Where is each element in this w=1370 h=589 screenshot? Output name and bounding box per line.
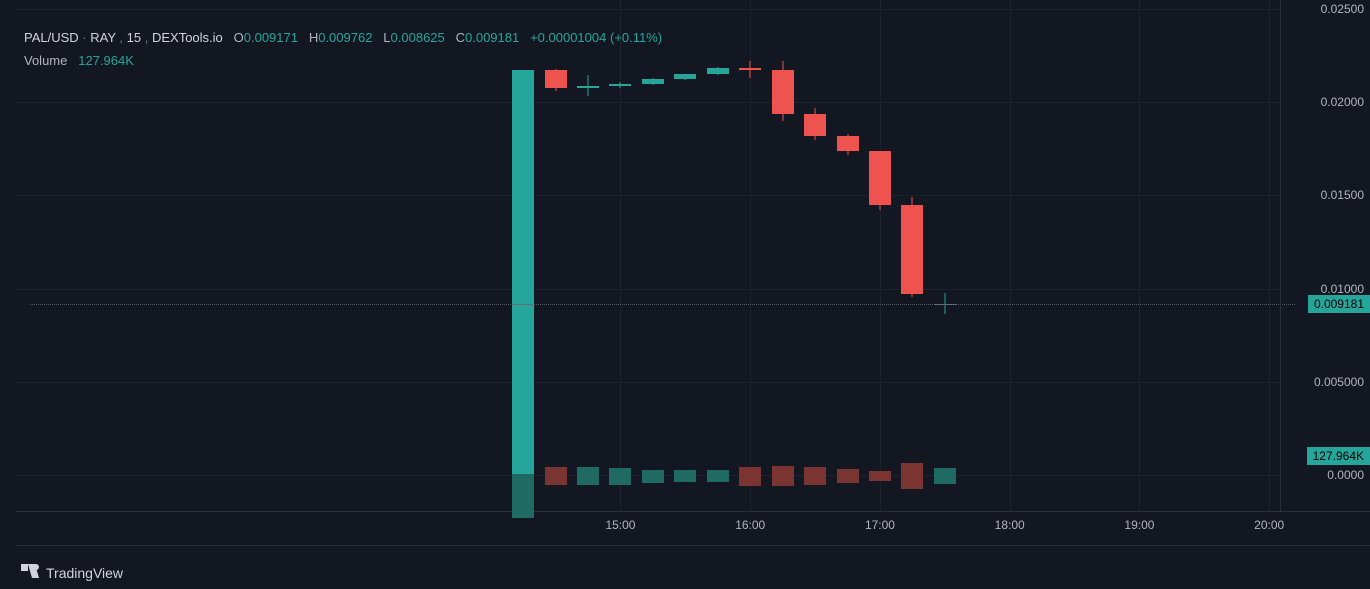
legend-c-value: 0.009181 (465, 30, 519, 45)
candle[interactable] (934, 0, 956, 512)
candle[interactable] (707, 0, 729, 512)
legend-volume-value: 127.964K (78, 53, 134, 68)
candle[interactable] (739, 0, 761, 512)
legend-source: DEXTools.io (152, 30, 223, 45)
legend-c-label: C (456, 30, 465, 45)
legend-exchange: RAY (90, 30, 116, 45)
time-tick-label: 16:00 (735, 518, 765, 532)
price-tick-label: 0.01500 (1321, 188, 1364, 202)
candle[interactable] (772, 0, 794, 512)
candle-body (804, 114, 826, 136)
candle-body (901, 205, 923, 294)
candle-body (545, 70, 567, 89)
time-axis[interactable]: 15:0016:0017:0018:0019:0020:00 (15, 512, 1280, 545)
legend-o-value: 0.009171 (244, 30, 298, 45)
current-price-badge: 0.009181 (1308, 295, 1370, 313)
legend-symbol[interactable]: PAL/USD (24, 30, 79, 45)
price-tick-label: 0.02500 (1321, 2, 1364, 16)
legend-volume-label: Volume (24, 53, 67, 68)
candle-body (739, 68, 761, 70)
tradingview-logo-icon (20, 564, 40, 581)
candle-body (642, 79, 664, 84)
legend-change-pct: (+0.11%) (610, 30, 662, 45)
candle-body (609, 84, 631, 86)
legend-o-label: O (234, 30, 244, 45)
candle[interactable] (642, 0, 664, 512)
candle-body (577, 86, 599, 89)
legend-l-value: 0.008625 (391, 30, 445, 45)
price-tick-label: 0.005000 (1314, 375, 1364, 389)
legend-l-label: L (383, 30, 390, 45)
price-tick-label: 0.02000 (1321, 95, 1364, 109)
candle[interactable] (609, 0, 631, 512)
candle[interactable] (545, 0, 567, 512)
time-tick-label: 20:00 (1254, 518, 1284, 532)
chart-legend: PAL/USD · RAY , 15 , DEXTools.io O0.0091… (24, 28, 662, 72)
candle-body (837, 136, 859, 151)
candle-body (772, 70, 794, 114)
tradingview-logo-text: TradingView (46, 565, 123, 581)
candle-body (674, 74, 696, 79)
tradingview-attribution[interactable]: TradingView (20, 564, 123, 581)
price-tick-label: 0.01000 (1321, 282, 1364, 296)
chart-container: 0.02500 0.02000 0.01500 0.01000 0.005000 0.00… (0, 0, 1370, 589)
candle[interactable] (869, 0, 891, 512)
price-tick-label: 0.0000 (1327, 468, 1364, 482)
price-crosshair-line (30, 304, 1295, 305)
time-tick-label: 18:00 (995, 518, 1025, 532)
legend-change: +0.00001004 (530, 30, 606, 45)
footer-divider (15, 545, 1370, 546)
volume-badge: 127.964K (1307, 447, 1370, 465)
candle[interactable] (901, 0, 923, 512)
candle-body (707, 68, 729, 75)
candle[interactable] (804, 0, 826, 512)
candle-body (512, 70, 534, 474)
candle[interactable] (512, 0, 534, 512)
time-tick-label: 17:00 (865, 518, 895, 532)
volume-badge-value: 127.964K (1313, 449, 1364, 463)
price-scale[interactable]: 0.02500 0.02000 0.01500 0.01000 0.005000 0.00… (1280, 0, 1370, 512)
current-price-value: 0.009181 (1314, 297, 1364, 311)
legend-h-label: H (309, 30, 318, 45)
legend-h-value: 0.009762 (318, 30, 372, 45)
candle-body (869, 151, 891, 205)
legend-interval: 15 (127, 30, 141, 45)
candle[interactable] (674, 0, 696, 512)
time-tick-label: 15:00 (605, 518, 635, 532)
candle[interactable] (577, 0, 599, 512)
candle[interactable] (837, 0, 859, 512)
time-tick-label: 19:00 (1124, 518, 1154, 532)
price-pane[interactable] (15, 0, 1280, 512)
